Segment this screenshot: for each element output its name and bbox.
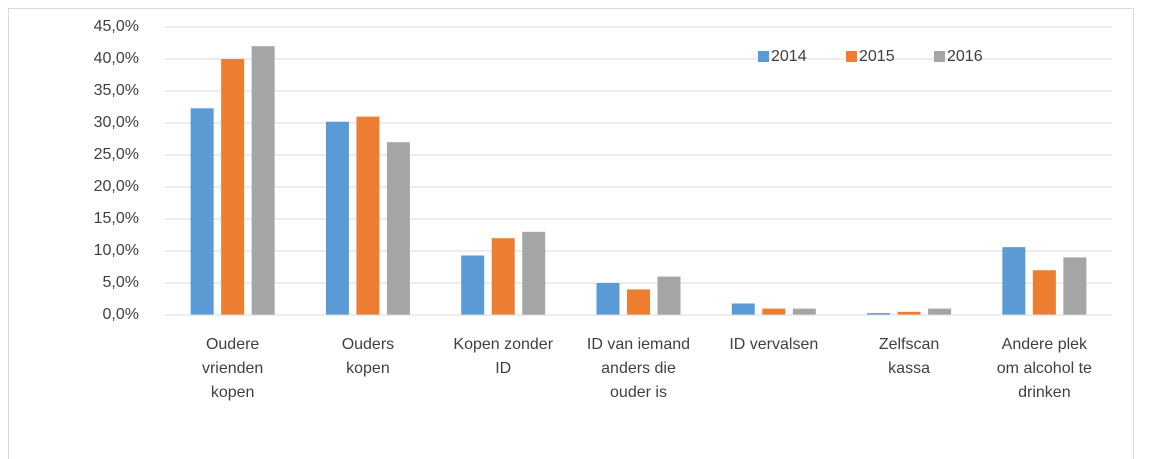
x-tick-label: Kopen zonder ID (453, 336, 553, 377)
bar (867, 313, 891, 315)
bar (522, 231, 546, 315)
bar (356, 116, 380, 315)
bar (897, 311, 921, 315)
legend-swatch (758, 51, 769, 62)
bar (1032, 270, 1056, 315)
x-tick-label: Oudere vrienden kopen (202, 336, 263, 401)
y-tick-label: 25,0% (94, 146, 139, 163)
y-tick-label: 30,0% (94, 114, 139, 131)
y-tick-label: 15,0% (94, 210, 139, 227)
bar (251, 46, 275, 315)
legend-swatch (846, 51, 857, 62)
y-tick-label: 20,0% (94, 178, 139, 195)
legend-label: 2015 (859, 48, 895, 65)
x-tick-label: ID van iemand anders die ouder is (587, 336, 690, 401)
bar (386, 142, 410, 315)
bar (596, 283, 620, 315)
bar (491, 238, 515, 315)
bar (762, 308, 786, 315)
bar (792, 308, 816, 315)
y-tick-label: 5,0% (103, 274, 139, 291)
y-tick-label: 45,0% (94, 18, 139, 35)
y-tick-label: 35,0% (94, 82, 139, 99)
legend-label: 2016 (947, 48, 983, 65)
x-tick-label: ID vervalsen (729, 336, 818, 353)
chart-frame (8, 8, 1134, 459)
bar (1063, 257, 1087, 315)
legend-label: 2014 (771, 48, 807, 65)
bar (627, 289, 650, 315)
y-tick-label: 0,0% (103, 306, 139, 323)
bar (325, 121, 349, 315)
bar (928, 308, 952, 315)
bar (657, 276, 681, 315)
x-tick-label: Ouders kopen (342, 336, 394, 377)
bar (1002, 247, 1026, 315)
x-tick-label: Zelfscan kassa (879, 336, 939, 377)
bar (190, 108, 214, 315)
legend-swatch (934, 51, 945, 62)
y-tick-label: 10,0% (94, 242, 139, 259)
bar (731, 303, 755, 315)
bar (221, 59, 245, 315)
bar (461, 255, 485, 315)
x-tick-label: Andere plek om alcohol te drinken (997, 336, 1092, 401)
y-tick-label: 40,0% (94, 50, 139, 67)
